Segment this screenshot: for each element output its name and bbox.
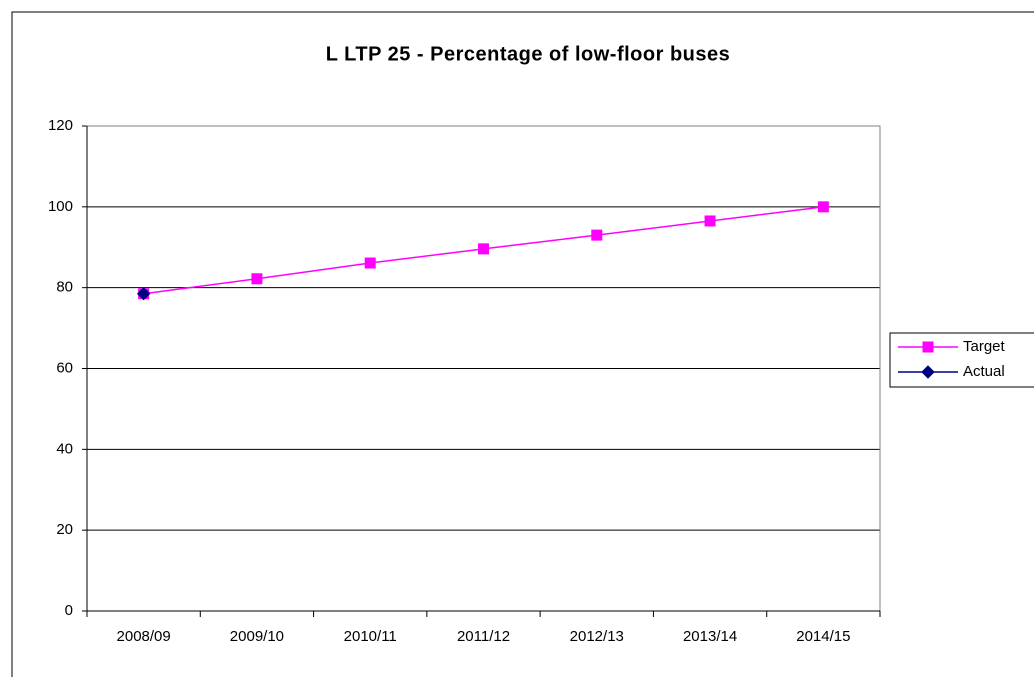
point xyxy=(817,201,829,213)
y-tick-label: 20 xyxy=(56,521,73,538)
legend-box xyxy=(889,332,1034,388)
legend-marker xyxy=(921,365,935,379)
x-tick-label: 2010/11 xyxy=(344,628,397,645)
x-tick-label: 2008/09 xyxy=(117,628,171,645)
point xyxy=(478,243,489,255)
point xyxy=(136,287,151,301)
x-tick-label: 2014/15 xyxy=(796,628,850,645)
y-tick-label: 100 xyxy=(48,198,73,215)
x-tick-label: 2011/12 xyxy=(457,628,510,645)
legend-label: Target xyxy=(963,338,1006,355)
chart-title: L LTP 25 - Percentage of low-floor buses xyxy=(326,43,731,65)
y-tick-label: 80 xyxy=(56,279,73,296)
legend-label: Actual xyxy=(963,363,1005,380)
chart-border xyxy=(11,11,1034,677)
point xyxy=(591,229,603,241)
point xyxy=(364,257,376,269)
x-tick-label: 2009/10 xyxy=(230,628,284,645)
y-tick-label: 60 xyxy=(56,359,73,376)
point xyxy=(251,273,263,285)
y-tick-label: 40 xyxy=(56,440,73,457)
y-tick-label: 0 xyxy=(65,602,73,619)
legend-marker xyxy=(922,341,934,353)
y-tick-label: 120 xyxy=(48,117,73,134)
x-tick-label: 2013/14 xyxy=(683,628,737,645)
point xyxy=(704,215,716,227)
x-tick-label: 2012/13 xyxy=(570,628,624,645)
